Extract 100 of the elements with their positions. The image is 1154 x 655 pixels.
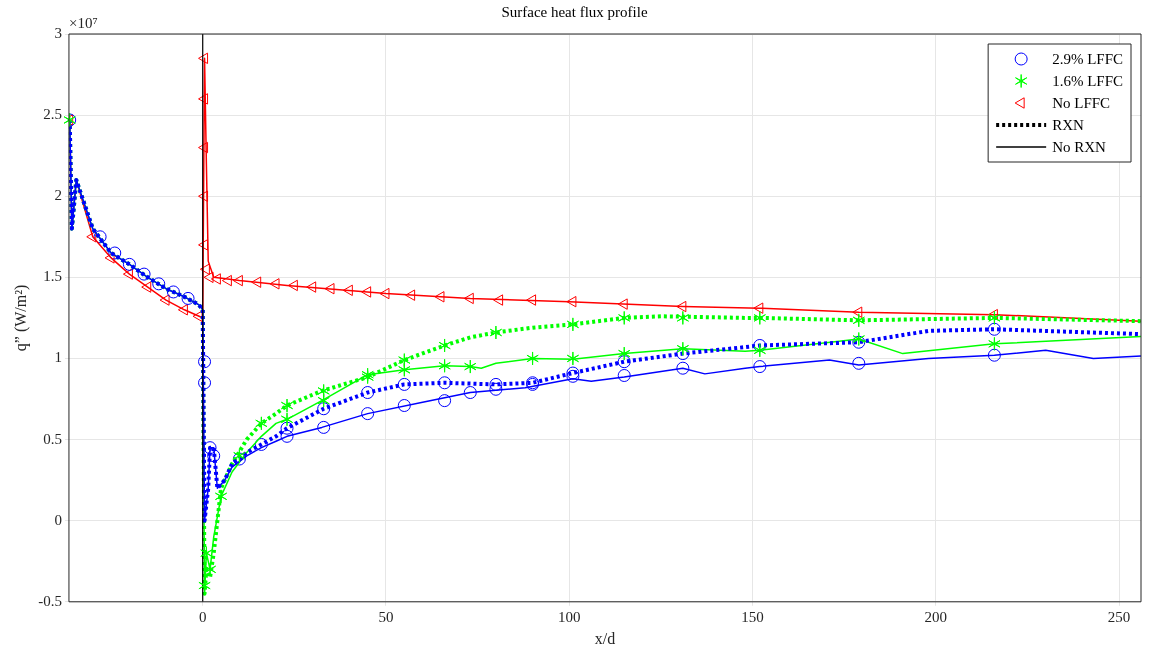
x-tick-label: 250	[1107, 608, 1131, 625]
point	[852, 306, 863, 318]
point	[192, 310, 203, 322]
point	[379, 287, 390, 300]
point	[198, 93, 209, 105]
point	[141, 281, 152, 293]
point	[753, 338, 767, 352]
point	[232, 274, 243, 287]
y-tick-label: 1	[54, 349, 62, 366]
x-axis-title: x/d	[594, 629, 616, 647]
y-tick-label: 3	[54, 24, 62, 41]
y-tick-label: 1.5	[43, 268, 62, 285]
y-tick-label: 2.5	[43, 106, 62, 123]
point	[122, 268, 133, 280]
point	[438, 358, 451, 373]
y-tick-label: 0	[54, 511, 62, 528]
point	[852, 356, 866, 370]
point	[324, 283, 335, 295]
point	[317, 383, 330, 398]
text: ×10⁷	[68, 15, 98, 32]
point	[198, 376, 212, 390]
point	[137, 267, 151, 281]
point	[489, 377, 503, 391]
point	[397, 377, 411, 391]
point	[122, 257, 136, 271]
point	[342, 284, 353, 297]
point	[676, 341, 689, 356]
point	[280, 398, 294, 413]
chart-title: Surface heat flux profile	[501, 3, 648, 20]
point	[198, 190, 209, 202]
legend-label: 2.9% LFFC	[1052, 50, 1124, 67]
point	[280, 429, 294, 443]
point	[269, 278, 280, 290]
point	[177, 304, 188, 316]
point	[464, 359, 477, 374]
point	[221, 274, 232, 287]
point	[489, 325, 503, 340]
y-tick-label: 2	[54, 187, 62, 204]
point	[198, 141, 209, 154]
y-tick-label: -0.5	[38, 592, 62, 609]
point	[438, 338, 451, 353]
x-tick-label: 0	[198, 608, 207, 625]
point	[210, 273, 221, 285]
point	[108, 246, 122, 260]
point	[405, 289, 416, 301]
point	[398, 362, 411, 377]
point	[233, 448, 246, 463]
point	[200, 546, 213, 561]
x-tick-label: 200	[924, 608, 947, 625]
point	[86, 231, 97, 243]
point	[618, 346, 631, 361]
point	[104, 252, 115, 264]
point	[361, 386, 375, 400]
point	[566, 351, 580, 366]
point	[255, 416, 268, 431]
point	[203, 441, 217, 455]
point	[566, 295, 577, 308]
point	[987, 308, 998, 321]
point	[198, 355, 212, 369]
point	[988, 336, 1001, 351]
point	[676, 361, 690, 375]
point	[361, 407, 375, 421]
point	[753, 343, 766, 358]
y-axis-title: q” (W/m²)	[11, 284, 30, 352]
x-tick-label: 100	[557, 608, 581, 625]
point	[159, 294, 170, 306]
x-tick-label: 50	[378, 608, 394, 625]
point	[617, 355, 631, 369]
point	[199, 263, 210, 275]
point	[753, 310, 766, 325]
x-tick-label: 150	[741, 608, 764, 625]
point	[317, 420, 331, 434]
point	[434, 291, 445, 303]
point	[617, 368, 631, 382]
point	[306, 281, 317, 293]
point	[987, 322, 1001, 336]
point	[251, 276, 262, 288]
point	[214, 489, 228, 504]
legend-label: 1.6% LFFC	[1052, 72, 1124, 89]
point	[181, 291, 195, 305]
point	[203, 271, 214, 284]
point	[988, 310, 1001, 325]
point	[987, 348, 1001, 362]
point	[852, 331, 865, 346]
point	[753, 302, 764, 314]
point	[493, 294, 504, 306]
point	[526, 351, 539, 366]
point	[526, 294, 537, 306]
point	[463, 386, 477, 400]
point	[317, 402, 331, 416]
point	[280, 412, 294, 427]
point	[287, 279, 298, 292]
legend-label: No LFFC	[1052, 94, 1111, 111]
point	[617, 298, 628, 310]
point	[254, 437, 268, 451]
point	[152, 277, 166, 291]
point	[618, 310, 631, 325]
point	[361, 286, 372, 298]
point	[676, 347, 690, 361]
point	[232, 452, 246, 466]
